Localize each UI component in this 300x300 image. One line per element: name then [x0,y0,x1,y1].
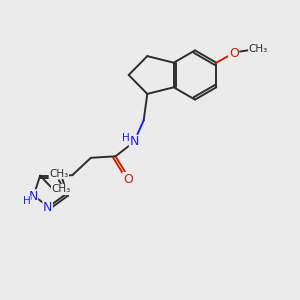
Text: O: O [229,46,238,60]
Text: H: H [122,133,130,143]
Text: N: N [129,135,139,148]
Text: H: H [22,196,30,206]
Text: CH₃: CH₃ [52,184,71,194]
Text: O: O [123,172,133,186]
Text: CH₃: CH₃ [249,44,268,55]
Text: N: N [43,201,52,214]
Text: CH₃: CH₃ [49,169,68,178]
Text: N: N [28,190,38,203]
